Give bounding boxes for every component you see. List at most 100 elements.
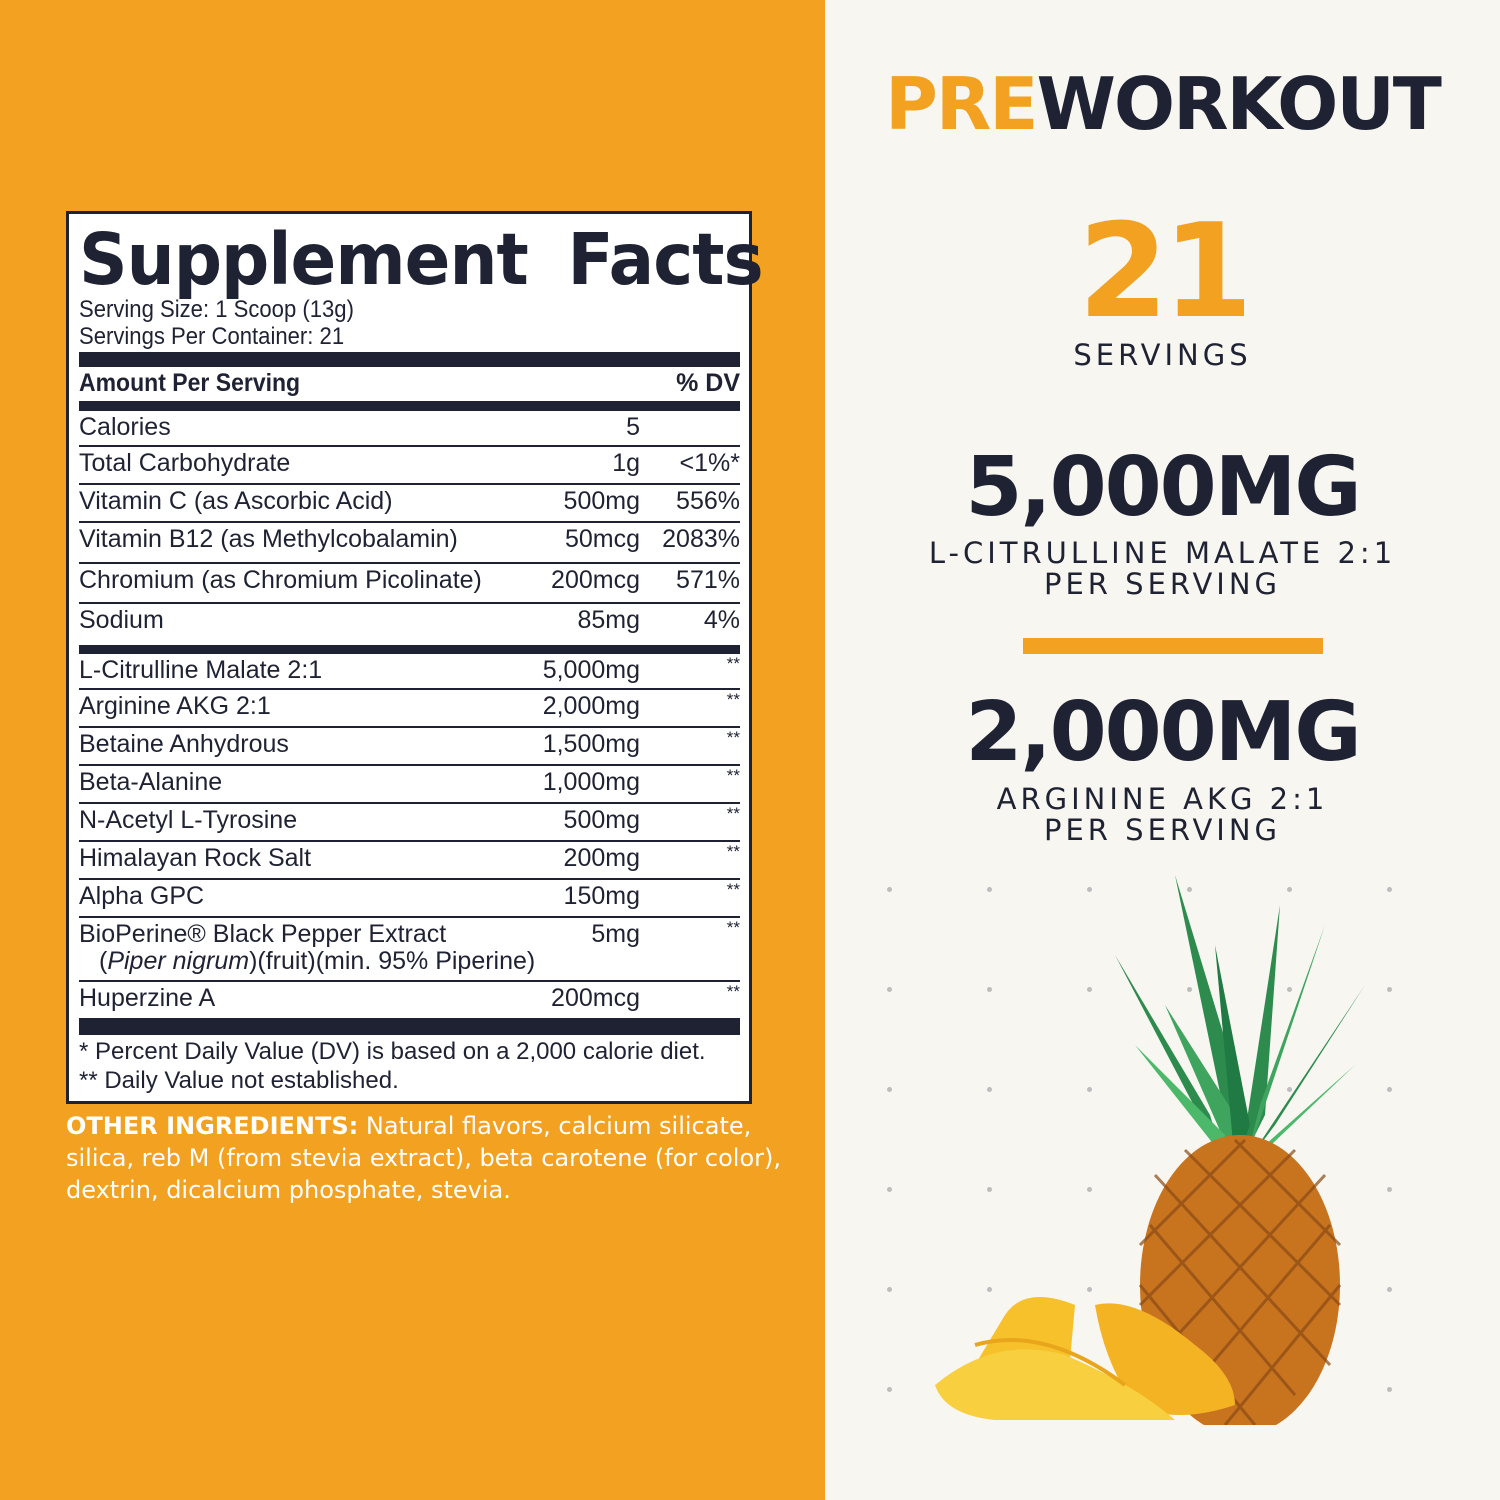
ingredient-amount: 5 — [626, 413, 640, 441]
facts-row: Arginine AKG 2:1 2,000mg ** — [79, 690, 740, 728]
grid-dot — [1387, 887, 1392, 892]
ingredient-amount: 1g — [612, 449, 640, 477]
ingredient-amount: 2,000mg — [542, 692, 640, 720]
grid-dot — [1187, 987, 1192, 992]
divider-thick — [79, 645, 740, 654]
right-panel: PREWORKOUT 21 SERVINGS 5,000MG L-CITRULL… — [825, 0, 1500, 1500]
facts-row: Sodium 85mg 4% — [79, 604, 740, 645]
ingredient-name: Alpha GPC — [79, 882, 205, 910]
facts-row: Vitamin C (as Ascorbic Acid) 500mg 556% — [79, 485, 740, 523]
ingredient-amount: 1,500mg — [542, 730, 640, 758]
ingredient-amount: 500mg — [563, 487, 640, 515]
grid-dot — [1387, 1287, 1392, 1292]
ingredient-amount: 1,000mg — [542, 768, 640, 796]
ingredient-subtext-italic: Piper nigrum — [107, 947, 250, 975]
pineapple-leaves-icon — [1115, 875, 1365, 1165]
grid-dot — [1087, 987, 1092, 992]
ingredient-name: Chromium (as Chromium Picolinate) — [79, 566, 482, 594]
facts-row: Himalayan Rock Salt 200mg ** — [79, 842, 740, 880]
ingredient-amount: 5mg — [591, 920, 640, 948]
divider-thick — [79, 1018, 740, 1035]
ingredient-subtext: (Piper nigrum)(fruit)(min. 95% Piperine) — [99, 947, 536, 975]
ingredient-name: L-Citrulline Malate 2:1 — [79, 656, 323, 684]
left-panel: Supplement Facts Serving Size: 1 Scoop (… — [0, 0, 825, 1500]
stat1-line2: PER SERVING — [1043, 567, 1282, 601]
mango-slices-icon — [935, 1297, 1235, 1420]
header-dv: % DV — [676, 369, 740, 397]
ingredient-amount: 85mg — [577, 606, 640, 634]
servings-number: 21 — [1078, 195, 1253, 347]
ingredient-dv: ** — [726, 880, 740, 899]
ingredient-amount: 200mg — [563, 844, 640, 872]
ingredient-name: BioPerine® Black Pepper Extract — [79, 920, 447, 948]
ingredient-name: Arginine AKG 2:1 — [79, 692, 271, 720]
pineapple-illustration — [935, 875, 1365, 1425]
ingredient-dv: <1%* — [679, 449, 740, 477]
ingredient-dv: ** — [726, 842, 740, 861]
grid-dot — [987, 1087, 992, 1092]
ingredient-name: N-Acetyl L-Tyrosine — [79, 806, 298, 834]
facts-row: L-Citrulline Malate 2:1 5,000mg ** — [79, 654, 740, 690]
grid-dot — [1087, 1187, 1092, 1192]
ingredient-dv: ** — [726, 982, 740, 1001]
ingredient-amount: 5,000mg — [542, 656, 640, 684]
grid-dot — [1087, 1287, 1092, 1292]
ingredient-dv: ** — [726, 766, 740, 785]
facts-title: Supplement Facts — [79, 218, 764, 301]
facts-row: BioPerine® Black Pepper Extract (Piper ni… — [79, 918, 740, 982]
grid-dot — [887, 1087, 892, 1092]
ingredient-subtext-rest: )(fruit)(min. 95% Piperine) — [249, 947, 536, 975]
grid-dot — [1087, 1087, 1092, 1092]
servings-label: SERVINGS — [1073, 338, 1252, 372]
footnote-not-established: ** Daily Value not established. — [79, 1067, 399, 1094]
brand-title: PREWORKOUT — [825, 62, 1500, 146]
grid-dot — [987, 1287, 992, 1292]
grid-dot — [887, 1187, 892, 1192]
brand-pre: PRE — [885, 62, 1038, 146]
grid-dot — [1387, 1387, 1392, 1392]
ingredient-dv: 556% — [676, 487, 740, 515]
ingredient-dv: ** — [726, 654, 740, 673]
ingredient-name: Himalayan Rock Salt — [79, 844, 312, 872]
grid-dot — [887, 887, 892, 892]
ingredient-amount: 150mg — [563, 882, 640, 910]
grid-dot — [987, 987, 992, 992]
serving-size: Serving Size: 1 Scoop (13g) — [79, 296, 354, 323]
ingredient-amount: 500mg — [563, 806, 640, 834]
ingredient-dv: 571% — [676, 566, 740, 594]
stat1-value: 5,000MG — [965, 440, 1361, 535]
facts-row: Beta-Alanine 1,000mg ** — [79, 766, 740, 804]
servings-per-container: Servings Per Container: 21 — [79, 323, 345, 350]
facts-row: Total Carbohydrate 1g <1%* — [79, 447, 740, 485]
divider-thick — [79, 401, 740, 411]
grid-dot — [1287, 1087, 1292, 1092]
ingredient-name: Betaine Anhydrous — [79, 730, 289, 758]
ingredient-name: Beta-Alanine — [79, 768, 223, 796]
ingredient-dv: 2083% — [662, 525, 740, 553]
facts-row: Chromium (as Chromium Picolinate) 200mcg 5… — [79, 564, 740, 604]
ingredient-dv: ** — [726, 690, 740, 709]
facts-row: N-Acetyl L-Tyrosine 500mg ** — [79, 804, 740, 842]
stat2-value: 2,000MG — [965, 685, 1361, 780]
ingredient-name: Vitamin C (as Ascorbic Acid) — [79, 487, 393, 515]
grid-dot — [1387, 987, 1392, 992]
other-ingredients: OTHER INGREDIENTS: Natural flavors, calc… — [66, 1110, 786, 1206]
ingredient-dv: 4% — [703, 606, 740, 634]
brand-workout: WORKOUT — [1036, 62, 1441, 146]
grid-dot — [1187, 887, 1192, 892]
grid-dot — [1387, 1187, 1392, 1192]
header-amount: Amount Per Serving — [79, 369, 301, 397]
stat2-line1: ARGININE AKG 2:1 — [996, 782, 1329, 816]
ingredient-name: Sodium — [79, 606, 164, 634]
grid-dot — [1287, 987, 1292, 992]
facts-row: Vitamin B12 (as Methylcobalamin) 50mcg 208… — [79, 523, 740, 564]
ingredient-name: Total Carbohydrate — [79, 449, 291, 477]
divider-thick — [79, 352, 740, 367]
grid-dot — [1387, 1087, 1392, 1092]
ingredient-name: Vitamin B12 (as Methylcobalamin) — [79, 525, 458, 553]
grid-dot — [987, 887, 992, 892]
other-ingredients-label: OTHER INGREDIENTS: — [66, 1112, 359, 1140]
grid-dot — [987, 1187, 992, 1192]
grid-dot — [1087, 887, 1092, 892]
facts-row: Huperzine A 200mcg ** — [79, 982, 740, 1020]
